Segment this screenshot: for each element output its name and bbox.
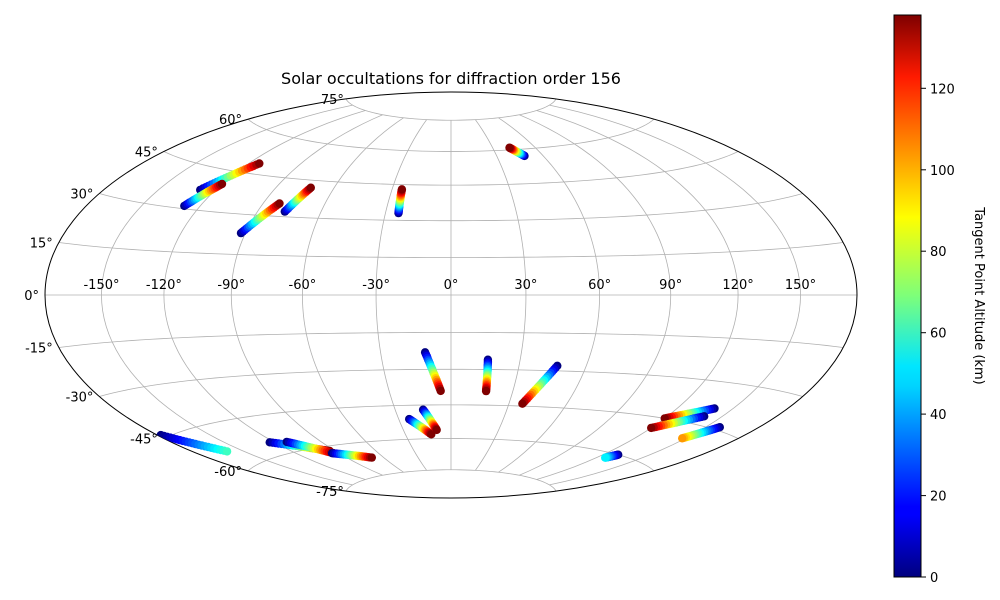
lon-tick-label: -150° (83, 278, 119, 293)
lat-tick-label: -15° (25, 342, 53, 357)
colorbar-label: Tangent Point Altitude (km) (971, 206, 986, 384)
colorbar-tick-label: 20 (930, 490, 947, 505)
parallel-line (99, 193, 803, 222)
latitude-tick-labels: 75° 60° 45° 30° 15° 0° -15° -30° -45° -60° -75° (24, 93, 344, 500)
parallel-line (58, 242, 844, 258)
occultation-point (481, 386, 491, 396)
data-points (156, 143, 724, 462)
lat-tick-label: 15° (30, 237, 53, 252)
map-area: -150° -120° -90° -60° -30° 0° 30° 60° 90° 120° 150… (24, 91, 858, 500)
occultation-point (217, 179, 227, 189)
lon-tick-label: 150° (785, 278, 816, 293)
lon-tick-label: 60° (588, 278, 611, 293)
colorbar-tick-label: 80 (930, 245, 947, 260)
lon-tick-label: -90° (217, 278, 245, 293)
occultation-point (505, 143, 514, 152)
lat-tick-label: 0° (24, 289, 39, 304)
occultation-point (436, 386, 445, 396)
occultation-point (275, 199, 284, 208)
lat-tick-label: -60° (214, 465, 242, 480)
longitude-tick-labels: -150° -120° -90° -60° -30° 0° 30° 60° 90° 120° 150… (83, 278, 816, 293)
lon-tick-label: 90° (659, 278, 682, 293)
lat-tick-label: 30° (70, 188, 93, 203)
lon-tick-label: 120° (722, 278, 753, 293)
parallel-line (345, 98, 557, 121)
lon-tick-label: 0° (444, 278, 459, 293)
occultation-point (601, 453, 610, 462)
colorbar: 0 20 40 60 80 100 120 Tangent Point Altitude (… (893, 14, 986, 586)
lat-tick-label: -45° (130, 433, 158, 448)
occultation-point (432, 425, 441, 435)
colorbar-tick-label: 0 (930, 571, 938, 586)
occultation-point (678, 434, 687, 443)
occultation-point (397, 185, 407, 194)
parallel-line (99, 368, 803, 397)
parallel-line (247, 438, 655, 472)
lon-tick-label: -120° (146, 278, 182, 293)
lat-tick-label: 45° (135, 146, 158, 161)
occultation-point (306, 183, 315, 192)
colorbar-gradient (893, 14, 922, 578)
chart-title: Solar occultations for diffraction order… (281, 69, 621, 88)
lat-tick-label: 60° (219, 113, 242, 128)
parallel-line (58, 332, 844, 348)
occultation-point (255, 159, 264, 168)
occultation-point (647, 423, 656, 433)
lon-tick-label: 30° (514, 278, 537, 293)
colorbar-tick-label: 60 (930, 327, 947, 342)
colorbar-ticks: 0 20 40 60 80 100 120 (921, 82, 955, 586)
parallel-line (247, 118, 655, 152)
occultation-point (222, 447, 232, 456)
parallel-line (345, 469, 557, 492)
lat-tick-label: -30° (66, 391, 94, 406)
lat-tick-label: 75° (321, 93, 344, 108)
lat-tick-label: -75° (316, 485, 344, 500)
occultation-point (518, 399, 527, 408)
lon-tick-label: -60° (289, 278, 317, 293)
map-boundary (44, 91, 858, 499)
colorbar-tick-label: 40 (930, 408, 947, 423)
lon-tick-label: -30° (362, 278, 390, 293)
grid (45, 98, 857, 492)
colorbar-tick-label: 100 (930, 164, 955, 179)
occultation-point (367, 453, 376, 462)
colorbar-tick-label: 120 (930, 82, 955, 97)
